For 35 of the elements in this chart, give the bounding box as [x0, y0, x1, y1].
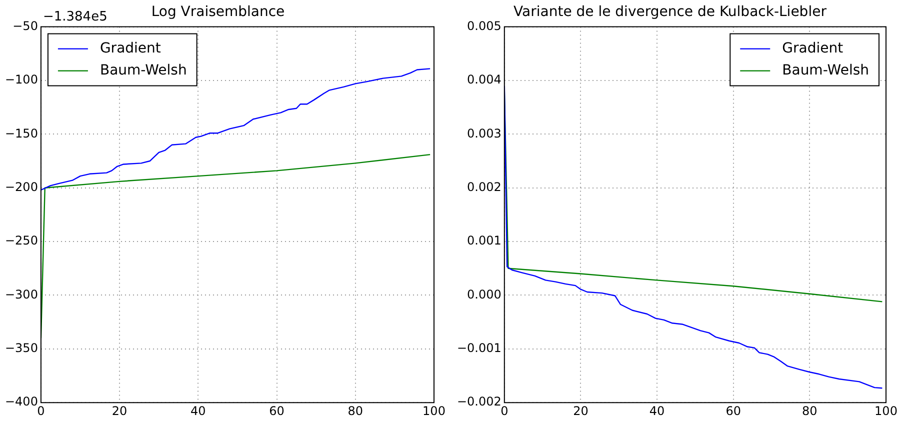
x-tick-label: 60 [269, 404, 284, 418]
y-tick-label: −0.002 [456, 394, 502, 409]
y-tick-label: −100 [4, 72, 38, 87]
legend-label: Baum-Welsh [100, 62, 187, 78]
x-tick-label: 0 [500, 404, 508, 418]
x-tick-label: 100 [422, 404, 446, 418]
x-tick-label: 40 [649, 404, 665, 418]
legend-label: Gradient [782, 40, 844, 56]
y-tick-label: −250 [4, 234, 38, 248]
x-tick-label: 80 [348, 404, 364, 418]
y-tick-label: 0.002 [467, 180, 502, 194]
x-tick-label: 80 [802, 404, 818, 418]
y-tick-label: 0.001 [467, 234, 502, 248]
y-tick-label: 0.004 [467, 72, 502, 87]
chart-title: Log Vraisemblance [151, 4, 285, 20]
x-tick-label: 40 [190, 404, 206, 418]
y-tick-label: −350 [4, 341, 38, 356]
y-tick-label: 0.005 [467, 18, 502, 33]
x-tick-label: 20 [573, 404, 588, 418]
y-tick-label: −0.001 [456, 341, 502, 356]
y-tick-label: −300 [4, 287, 38, 302]
y-tick-label: −400 [4, 394, 38, 409]
chart-title: Variante de le divergence de Kulback-Liebler [514, 4, 827, 20]
x-tick-label: 20 [112, 404, 128, 418]
text: −1.384e5 [42, 10, 108, 25]
x-tick-label: 60 [726, 404, 742, 418]
y-tick-label: 0.003 [467, 126, 502, 140]
x-tick-label: 100 [874, 404, 898, 418]
y-tick-label: −200 [4, 180, 38, 194]
legend-label: Baum-Welsh [782, 62, 870, 78]
y-tick-label: 0.000 [467, 287, 502, 302]
legend-label: Gradient [100, 40, 162, 56]
x-tick-label: 0 [37, 404, 45, 418]
y-tick-label: −50 [12, 18, 38, 33]
y-tick-label: −150 [4, 126, 38, 140]
